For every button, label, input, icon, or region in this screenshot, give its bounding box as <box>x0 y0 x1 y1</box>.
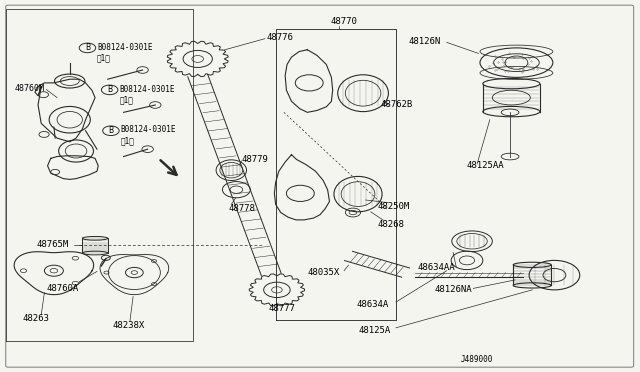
Text: 48250M: 48250M <box>377 202 409 212</box>
Text: 48634AA: 48634AA <box>417 263 455 272</box>
Text: B08124-0301E
（1）: B08124-0301E （1） <box>97 43 152 62</box>
Text: 48238X: 48238X <box>113 321 145 330</box>
Text: 48268: 48268 <box>377 220 404 229</box>
Text: 48777: 48777 <box>268 304 295 313</box>
Text: 48634A: 48634A <box>356 300 389 309</box>
Text: 48125AA: 48125AA <box>467 161 504 170</box>
Text: 48760A: 48760A <box>46 284 79 293</box>
Text: 48762B: 48762B <box>380 100 412 109</box>
Text: 48760M: 48760M <box>15 84 45 93</box>
Text: 48125A: 48125A <box>358 326 390 335</box>
Text: B: B <box>85 44 90 52</box>
Text: 48776: 48776 <box>266 33 293 42</box>
Text: 48263: 48263 <box>22 314 49 323</box>
Text: 48035X: 48035X <box>307 268 340 277</box>
Text: 48770: 48770 <box>331 17 358 26</box>
Text: B: B <box>108 126 113 135</box>
Text: J489000: J489000 <box>461 355 493 363</box>
Text: 48765M: 48765M <box>36 240 68 249</box>
Text: 48778: 48778 <box>228 203 255 212</box>
Text: 48126N: 48126N <box>409 37 441 46</box>
Text: 48779: 48779 <box>241 155 268 164</box>
Text: B08124-0301E
（1）: B08124-0301E （1） <box>120 125 176 145</box>
Text: 48126NA: 48126NA <box>434 285 472 294</box>
Text: B: B <box>107 86 112 94</box>
Text: B08124-0301E
（1）: B08124-0301E （1） <box>119 84 175 104</box>
